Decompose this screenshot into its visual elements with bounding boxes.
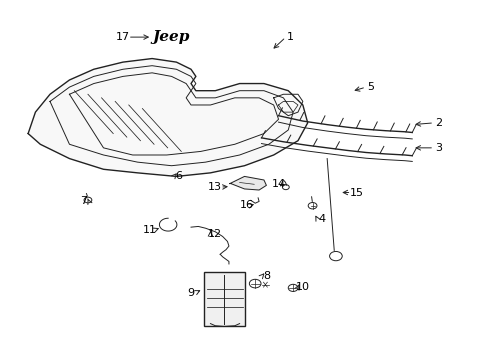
Text: 5: 5 bbox=[366, 82, 374, 92]
Polygon shape bbox=[229, 176, 266, 190]
Text: 6: 6 bbox=[175, 171, 182, 181]
Text: 11: 11 bbox=[142, 225, 156, 235]
Text: 4: 4 bbox=[318, 214, 325, 224]
Text: 2: 2 bbox=[434, 118, 442, 128]
Circle shape bbox=[84, 197, 92, 203]
Text: 7: 7 bbox=[81, 197, 87, 206]
Text: 17: 17 bbox=[116, 32, 130, 42]
Text: 12: 12 bbox=[208, 229, 222, 239]
Text: Jeep: Jeep bbox=[152, 30, 189, 44]
Text: 16: 16 bbox=[240, 200, 253, 210]
Text: 15: 15 bbox=[348, 188, 363, 198]
Circle shape bbox=[249, 279, 261, 288]
Text: 10: 10 bbox=[295, 282, 309, 292]
FancyBboxPatch shape bbox=[203, 272, 244, 326]
Text: 13: 13 bbox=[208, 182, 222, 192]
Text: 14: 14 bbox=[271, 179, 285, 189]
Text: 1: 1 bbox=[286, 32, 294, 42]
Circle shape bbox=[307, 203, 316, 209]
Polygon shape bbox=[28, 59, 307, 176]
Text: 9: 9 bbox=[187, 288, 194, 297]
Circle shape bbox=[287, 284, 297, 292]
Text: 8: 8 bbox=[262, 271, 269, 282]
Circle shape bbox=[329, 251, 342, 261]
Text: 3: 3 bbox=[435, 143, 442, 153]
